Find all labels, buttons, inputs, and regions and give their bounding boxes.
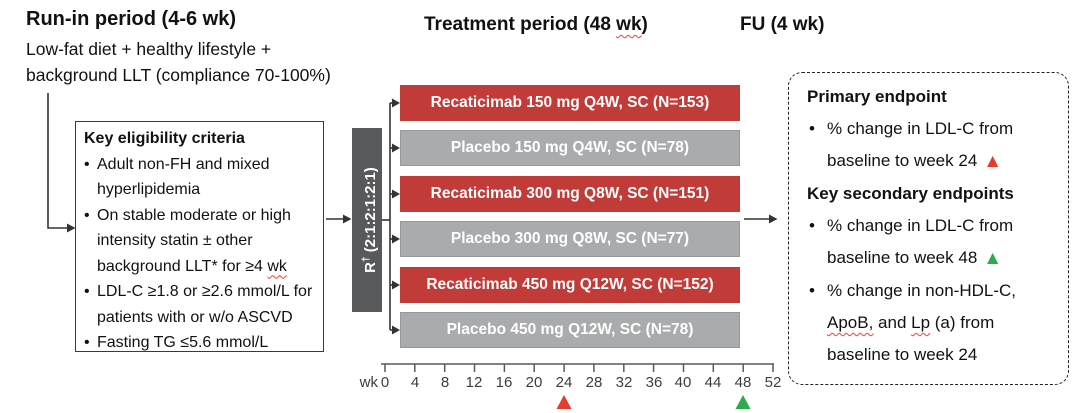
axis-tick-label: 36 bbox=[645, 374, 663, 391]
eligibility-item-text: patients with or w/o ASCVD bbox=[97, 308, 293, 326]
axis-tick-label: 40 bbox=[674, 374, 692, 391]
treatment-title-wavy-word: wk bbox=[616, 14, 642, 35]
bullet-icon: • bbox=[809, 281, 815, 300]
randomization-bar: R† (2:1:2:1:2:1) bbox=[352, 128, 382, 312]
arm-bar-placebo-150: Placebo 150 mg Q4W, SC (N=78) bbox=[400, 130, 740, 166]
eligibility-item-text: background LLT* for ≥4 bbox=[97, 257, 268, 275]
eligibility-item-text: On stable moderate or high bbox=[97, 206, 291, 224]
bullet-icon: • bbox=[84, 206, 90, 224]
arm-bar-recaticimab-150: Recaticimab 150 mg Q4W, SC (N=153) bbox=[400, 85, 740, 121]
axis-tick-label: 8 bbox=[440, 374, 450, 391]
axis-unit-label: wk bbox=[359, 374, 378, 391]
endpoint-item-text: and bbox=[873, 313, 912, 332]
bullet-icon: • bbox=[84, 155, 90, 173]
runin-subtitle-line2: background LLT (compliance 70-100%) bbox=[26, 65, 331, 85]
runin-subtitle-line1: Low-fat diet + healthy lifestyle + bbox=[26, 39, 272, 59]
green-triangle-icon: ▲ bbox=[983, 248, 1003, 269]
week48-secondary-marker-icon bbox=[735, 395, 751, 409]
arm-bar-recaticimab-300: Recaticimab 300 mg Q8W, SC (N=151) bbox=[400, 176, 740, 212]
eligibility-criteria-box: Key eligibility criteria • Adult non-FH … bbox=[75, 121, 324, 352]
axis-tick-label: 32 bbox=[615, 374, 633, 391]
eligibility-item-ldlc: • LDL-C ≥1.8 or ≥2.6 mmol/L for patients… bbox=[84, 279, 317, 330]
treatment-title-close: ) bbox=[641, 14, 648, 35]
eligibility-item-nonfh: • Adult non-FH and mixed hyperlipidemia bbox=[84, 152, 317, 203]
bullet-icon: • bbox=[84, 283, 90, 300]
secondary-endpoint-item-ldlc48: • % change in LDL-C from baseline to wee… bbox=[807, 210, 1056, 275]
axis-tick-label: 28 bbox=[585, 374, 603, 391]
eligibility-item-text: Adult non-FH and mixed bbox=[97, 155, 270, 173]
runin-period-subtitle: Low-fat diet + healthy lifestyle + backg… bbox=[26, 36, 331, 88]
endpoints-box: Primary endpoint • % change in LDL-C fro… bbox=[788, 72, 1069, 385]
axis-tick-label: 0 bbox=[380, 374, 390, 391]
randomization-letter: R bbox=[362, 261, 379, 273]
eligibility-box-title: Key eligibility criteria bbox=[84, 130, 245, 147]
randomization-label: R† (2:1:2:1:2:1) bbox=[352, 128, 382, 312]
fu-period-title: FU (4 wk) bbox=[740, 14, 825, 35]
runin-to-eligibility-arrow bbox=[47, 93, 76, 233]
endpoint-item-text: % change in non-HDL-C, bbox=[827, 281, 1016, 300]
randomization-dagger: † bbox=[361, 256, 372, 262]
arm-bar-placebo-300: Placebo 300 mg Q8W, SC (N=77) bbox=[400, 221, 740, 257]
endpoint-item-text: baseline to week 24 bbox=[827, 151, 978, 170]
secondary-endpoint-item-nonhdl: • % change in non-HDL-C, ApoB, and Lp (a… bbox=[807, 275, 1056, 371]
arm-bar-recaticimab-450: Recaticimab 450 mg Q12W, SC (N=152) bbox=[400, 267, 740, 303]
treatment-to-fu-arrow bbox=[744, 214, 778, 224]
axis-tick-label: 4 bbox=[410, 374, 420, 391]
week24-primary-marker-icon bbox=[556, 395, 572, 409]
randomization-branch-lines bbox=[382, 98, 400, 335]
week-axis bbox=[381, 363, 774, 372]
eligibility-item-text: LDL-C ≥1.8 or ≥2.6 mmol/L for bbox=[97, 283, 313, 300]
eligibility-item-text: intensity statin ± other bbox=[97, 232, 253, 249]
randomization-ratio: (2:1:2:1:2:1) bbox=[362, 167, 379, 253]
eligibility-to-randomization-arrow bbox=[326, 214, 352, 224]
axis-tick-label: 24 bbox=[555, 374, 573, 391]
endpoint-item-wavy-word: Lp bbox=[911, 313, 931, 332]
treatment-period-title: Treatment period (48 wk) bbox=[424, 14, 648, 36]
endpoint-item-text: % change in LDL-C from bbox=[827, 216, 1014, 235]
bullet-icon: • bbox=[809, 119, 815, 138]
secondary-endpoints-title: Key secondary endpoints bbox=[807, 184, 1014, 203]
eligibility-item-text: Fasting TG ≤5.6 mmol/L bbox=[97, 334, 269, 351]
eligibility-item-tg: • Fasting TG ≤5.6 mmol/L bbox=[84, 330, 317, 356]
axis-tick-label: 48 bbox=[734, 374, 752, 391]
endpoint-item-text: baseline to week 24 bbox=[827, 345, 978, 364]
arm-bar-placebo-450: Placebo 450 mg Q12W, SC (N=78) bbox=[400, 312, 740, 348]
axis-tick-label: 12 bbox=[465, 374, 483, 391]
eligibility-item-statin: • On stable moderate or high intensity s… bbox=[84, 203, 317, 280]
runin-period-title: Run-in period (4-6 wk) bbox=[26, 8, 236, 30]
endpoint-item-text: (a) from bbox=[930, 313, 995, 332]
treatment-title-text: Treatment period (48 bbox=[424, 14, 617, 35]
red-triangle-icon: ▲ bbox=[983, 151, 1003, 172]
bullet-icon: • bbox=[809, 216, 815, 235]
endpoint-item-wavy-word: ApoB, bbox=[827, 313, 874, 332]
endpoint-item-text: % change in LDL-C from bbox=[827, 119, 1014, 138]
endpoint-item-text: baseline to week 48 bbox=[827, 248, 978, 267]
primary-endpoint-item: • % change in LDL-C from baseline to wee… bbox=[807, 113, 1056, 178]
eligibility-item-text: hyperlipidemia bbox=[97, 181, 201, 198]
axis-tick-label: 44 bbox=[704, 374, 722, 391]
axis-tick-label: 16 bbox=[495, 374, 513, 391]
axis-tick-label: 20 bbox=[525, 374, 543, 391]
eligibility-item-wavy-word: wk bbox=[267, 257, 287, 275]
bullet-icon: • bbox=[84, 334, 90, 351]
primary-endpoint-title: Primary endpoint bbox=[807, 87, 947, 106]
axis-tick-label: 52 bbox=[764, 374, 782, 391]
